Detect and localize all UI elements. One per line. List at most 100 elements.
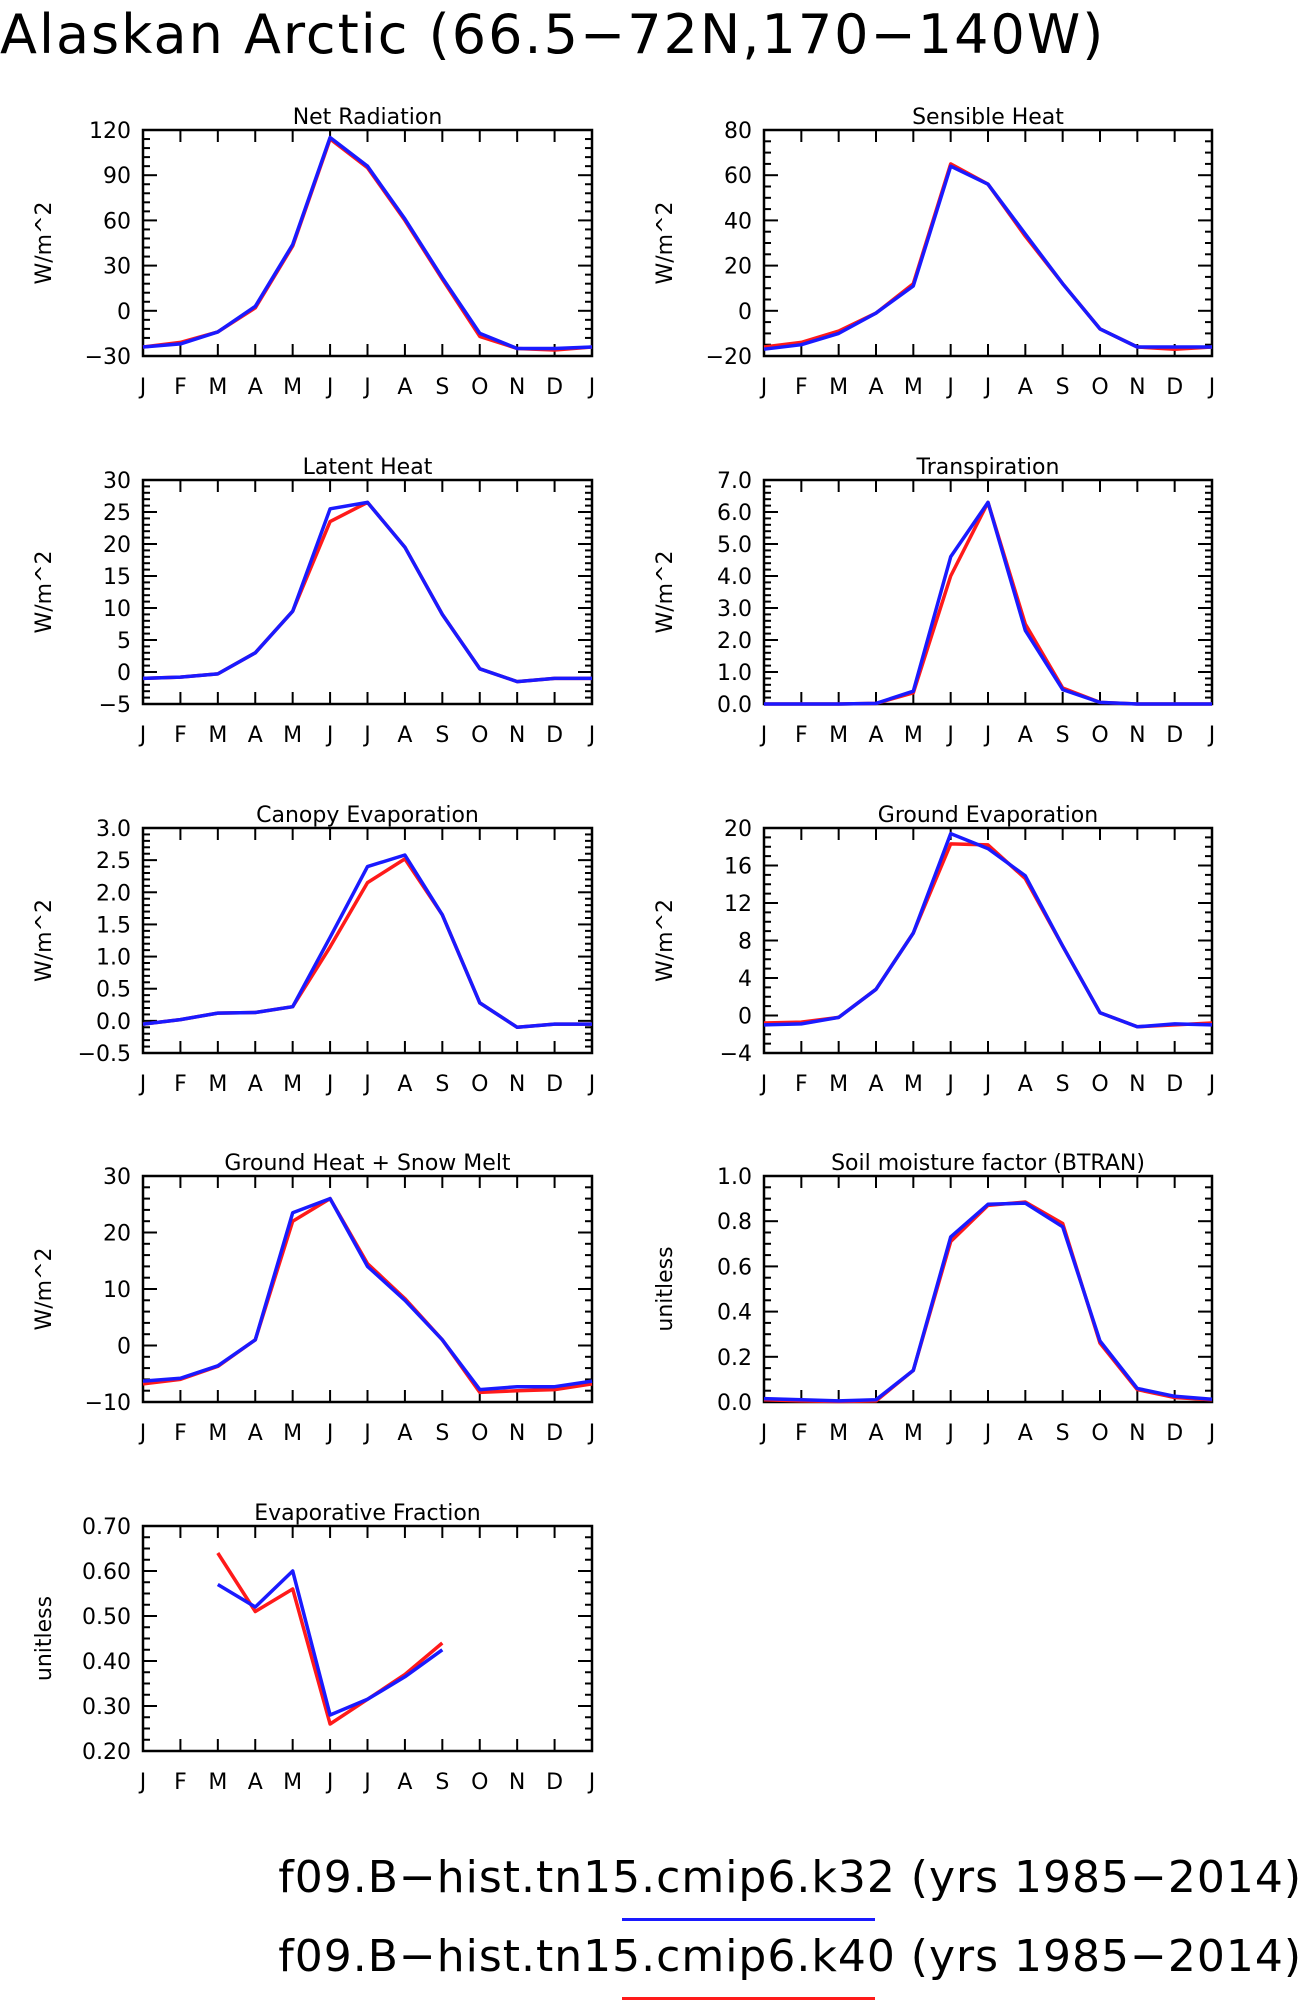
y-tick-label: 0.2 [717, 1346, 752, 1371]
y-tick-label: 4 [738, 967, 752, 992]
y-tick-label: 40 [724, 209, 752, 234]
x-tick-label: F [174, 1421, 187, 1446]
y-tick-label: 1.0 [717, 661, 752, 686]
x-tick-label: J [1207, 723, 1216, 748]
y-tick-label: 0.20 [82, 1740, 131, 1765]
y-tick-label: 15 [103, 565, 131, 590]
x-tick-label: A [1018, 1072, 1033, 1097]
x-tick-label: N [1129, 1072, 1145, 1097]
y-axis-label: W/m^2 [32, 201, 57, 284]
x-tick-label: M [208, 375, 227, 400]
x-tick-label: A [248, 1072, 263, 1097]
x-tick-label: A [397, 1770, 412, 1795]
x-tick-label: A [868, 723, 883, 748]
x-tick-label: J [945, 375, 954, 400]
x-tick-label: F [795, 1072, 808, 1097]
y-tick-label: 20 [724, 817, 752, 842]
y-tick-label: 10 [103, 597, 131, 622]
x-tick-label: A [248, 723, 263, 748]
y-tick-label: 20 [103, 1222, 131, 1247]
x-tick-label: N [509, 1072, 525, 1097]
x-tick-label: F [795, 375, 808, 400]
y-tick-label: 0 [117, 1335, 131, 1360]
x-tick-label: O [1091, 723, 1108, 748]
x-tick-label: N [509, 1770, 525, 1795]
x-tick-label: N [509, 1421, 525, 1446]
x-tick-label: D [546, 1770, 563, 1795]
x-tick-label: J [1207, 1421, 1216, 1446]
x-tick-label: J [983, 375, 992, 400]
chart-panel-5: Canopy Evaporation W/m^2 3.0 2.5 2.0 1.5 1.0 0.… [32, 803, 595, 1097]
y-tick-label: 30 [103, 469, 131, 494]
x-tick-label: M [904, 1421, 923, 1446]
series-line-1 [142, 1196, 593, 1395]
series-line-1 [142, 500, 592, 684]
x-tick-label: J [1207, 375, 1216, 400]
x-tick-label: J [587, 1770, 596, 1795]
y-axis-label: W/m^2 [32, 899, 57, 982]
series-line-2 [142, 1196, 593, 1392]
x-tick-label: J [362, 1421, 371, 1446]
x-tick-label: M [283, 1770, 302, 1795]
series-line-1 [764, 500, 1212, 706]
chart-title: Latent Heat [303, 455, 433, 480]
y-tick-label: 2.0 [96, 881, 131, 906]
x-tick-label: O [471, 375, 488, 400]
x-tick-label: J [587, 1421, 596, 1446]
x-tick-label: M [904, 1072, 923, 1097]
series-line-1 [763, 842, 1213, 1029]
x-tick-label: S [435, 1421, 449, 1446]
y-tick-label: 0.60 [82, 1560, 131, 1585]
x-tick-label: J [983, 1072, 992, 1097]
y-axis-label: W/m^2 [653, 899, 678, 982]
y-tick-label: 3.0 [96, 817, 131, 842]
x-tick-label: M [208, 1421, 227, 1446]
x-tick-label: J [138, 375, 147, 400]
x-tick-label: N [1129, 723, 1145, 748]
legend-swatch-1 [622, 1918, 875, 1921]
x-tick-label: M [829, 1072, 848, 1097]
plot-frame [141, 478, 594, 706]
x-tick-label: A [868, 1421, 883, 1446]
y-tick-label: 7.0 [717, 469, 752, 494]
x-tick-label: M [208, 1072, 227, 1097]
x-tick-label: M [208, 723, 227, 748]
y-tick-label: 8 [738, 930, 752, 955]
x-tick-label: J [945, 723, 954, 748]
x-tick-label: J [362, 1072, 371, 1097]
x-tick-label: M [283, 723, 302, 748]
y-tick-label: 0.6 [717, 1255, 752, 1280]
x-tick-label: J [138, 1770, 147, 1795]
chart-title: Ground Heat + Snow Melt [224, 1151, 511, 1176]
chart-title: Soil moisture factor (BTRAN) [831, 1151, 1145, 1176]
y-tick-label: −0.5 [78, 1042, 131, 1067]
x-tick-label: D [1166, 1421, 1183, 1446]
x-tick-label: F [174, 1770, 187, 1795]
x-tick-label: A [868, 1072, 883, 1097]
x-tick-label: A [397, 1421, 412, 1446]
x-tick-label: N [509, 375, 525, 400]
y-tick-label: 1.0 [717, 1165, 752, 1190]
legend-entry-1: f09.B−hist.tn15.cmip6.k32 (yrs 1985−2014… [278, 1852, 1302, 1903]
series-line-1 [763, 1200, 1213, 1404]
y-tick-label: 3.0 [717, 597, 752, 622]
x-tick-label: D [1166, 375, 1183, 400]
x-tick-label: M [208, 1770, 227, 1795]
x-tick-label: J [587, 375, 596, 400]
x-tick-label: O [1091, 375, 1108, 400]
x-tick-label: N [1129, 375, 1145, 400]
series-line-1 [763, 162, 1213, 351]
plot-frame [141, 128, 594, 358]
x-tick-label: J [362, 375, 371, 400]
series-line-2 [764, 500, 1212, 706]
y-tick-label: 0.40 [82, 1650, 131, 1675]
chart-title: Net Radiation [293, 105, 443, 130]
series-line-2 [763, 1201, 1213, 1403]
x-tick-label: S [1056, 375, 1070, 400]
chart-panel-7: Ground Heat + Snow Melt W/m^2 30 20 10 0 −10 J F… [32, 1151, 595, 1446]
y-tick-label: 0.0 [717, 693, 752, 718]
x-tick-label: J [362, 1770, 371, 1795]
y-tick-label: 0.30 [82, 1695, 131, 1720]
x-tick-label: A [248, 1770, 263, 1795]
